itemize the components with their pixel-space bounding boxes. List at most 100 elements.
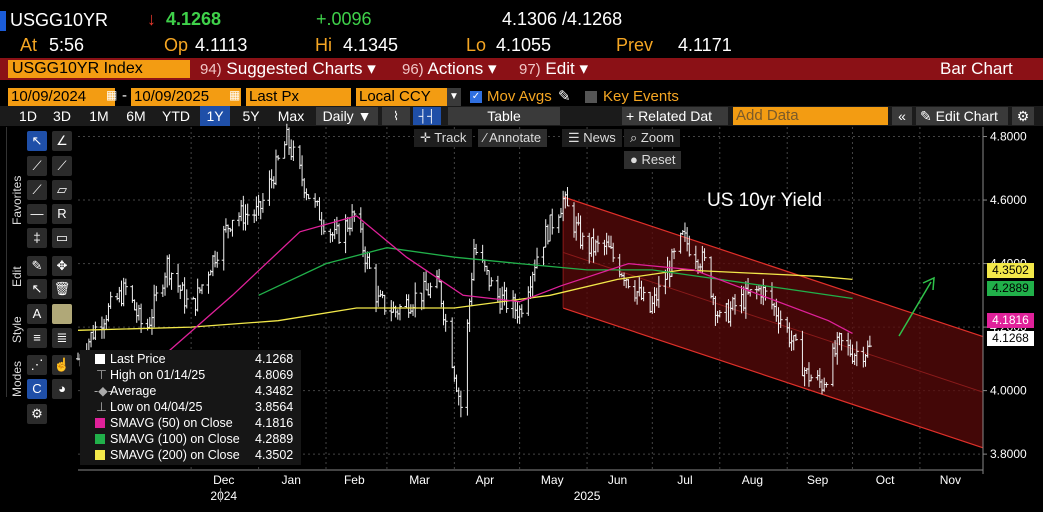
- modes-label[interactable]: Modes: [10, 360, 24, 397]
- open-label: Op: [164, 35, 189, 55]
- suggested-charts-menu[interactable]: 94) Suggested Charts ▾: [196, 58, 376, 80]
- line-chart-icon[interactable]: ⌇: [382, 107, 410, 125]
- annotate-button[interactable]: ⁄ Annotate: [478, 129, 548, 147]
- news-label: News: [583, 130, 616, 145]
- edit-chart-button[interactable]: ✎ Edit Chart: [916, 107, 1008, 125]
- draw-tool-icon[interactable]: ∠: [52, 131, 72, 151]
- command-bar: USGG10YR Index 94) Suggested Charts ▾ 96…: [0, 58, 1043, 80]
- tab-3d[interactable]: 3D: [53, 108, 71, 124]
- collapse-icon[interactable]: «: [892, 107, 912, 125]
- time-value: 5:56: [49, 35, 85, 55]
- style-label[interactable]: Style: [10, 316, 24, 343]
- legend-row-average[interactable]: -◆- Average 4.3482: [80, 384, 301, 398]
- frequency-select[interactable]: Daily ▼: [316, 107, 378, 125]
- fib-tool-icon[interactable]: ‡: [27, 228, 47, 248]
- x-tick-label: Nov: [940, 473, 961, 487]
- settings-gear-icon[interactable]: ⚙: [27, 404, 47, 424]
- channel-tool-icon[interactable]: ▱: [52, 180, 72, 200]
- move-tool-icon[interactable]: ✥: [52, 256, 72, 276]
- edit-label-side[interactable]: Edit: [10, 266, 24, 287]
- legend-row-last[interactable]: Last Price 4.1268: [80, 352, 301, 366]
- mov-avgs-label: Mov Avgs: [487, 88, 552, 105]
- legend-name: Low on 04/04/25: [110, 400, 203, 414]
- tab-1m[interactable]: 1M: [89, 108, 109, 124]
- key-events-checkbox[interactable]: [585, 91, 597, 103]
- lasso-mode-icon[interactable]: C: [27, 379, 47, 399]
- trendline-tool-icon[interactable]: ⟋: [27, 156, 47, 176]
- chart-annotation[interactable]: US 10yr Yield: [707, 190, 823, 211]
- annotate-icon: ⁄: [484, 130, 487, 145]
- currency-select[interactable]: Local CCY: [356, 88, 448, 106]
- cursor-tool-icon[interactable]: ↖: [27, 131, 47, 151]
- legend-row-high[interactable]: ⊤ High on 01/14/25 4.8069: [80, 368, 301, 382]
- x-tick-label: Oct: [876, 473, 895, 487]
- channel-mid-line: [562, 251, 984, 393]
- period-tab-bar: 1D 3D 1M 6M YTD 1Y 5Y Max Daily ▼ ⌇ ┤┤ T…: [0, 106, 1043, 126]
- tab-6m[interactable]: 6M: [126, 108, 146, 124]
- pencil-icon[interactable]: ✎: [558, 88, 571, 105]
- segment-tool-icon[interactable]: ⟋: [27, 180, 47, 200]
- legend-row-sma200[interactable]: SMAVG (200) on Close 4.3502: [80, 448, 301, 462]
- sma100-swatch: [95, 434, 105, 444]
- hand-mode-icon[interactable]: ☝: [52, 355, 72, 375]
- x-tick-label: Mar: [409, 473, 430, 487]
- tool-palette: Favorites Edit Style Modes ↖ ∠ ⟋ ⟋ ⟋ ▱ —…: [0, 127, 78, 427]
- table-button[interactable]: Table: [448, 107, 560, 125]
- trend-arrow-head: [922, 276, 935, 291]
- tab-ytd[interactable]: YTD: [162, 108, 190, 124]
- x-tick-label: Jun: [608, 473, 627, 487]
- ticker[interactable]: USGG10YR: [10, 10, 109, 30]
- mov-avgs-checkbox[interactable]: ✓: [470, 91, 482, 103]
- text-style-icon[interactable]: A: [27, 304, 47, 324]
- reset-button[interactable]: ● Reset: [624, 151, 682, 169]
- pen-tool-icon[interactable]: ✎: [27, 256, 47, 276]
- line-weight-icon[interactable]: ≣: [52, 328, 72, 348]
- tab-5y[interactable]: 5Y: [242, 108, 260, 124]
- add-data-input[interactable]: Add Data: [733, 107, 888, 125]
- edit-chart-pencil-icon: ✎: [920, 108, 932, 124]
- zoom-button[interactable]: ⌕ Zoom: [624, 129, 681, 147]
- select-tool-icon[interactable]: ↖: [27, 279, 47, 299]
- track-button[interactable]: ✛ Track: [414, 129, 473, 147]
- legend-row-sma50[interactable]: SMAVG (50) on Close 4.1816: [80, 416, 301, 430]
- hline-tool-icon[interactable]: —: [27, 204, 47, 224]
- palette-mode-icon[interactable]: ◕: [52, 379, 72, 399]
- ray-tool-icon[interactable]: ⟋: [52, 156, 72, 176]
- security-field[interactable]: USGG10YR Index: [8, 60, 190, 78]
- tab-1y[interactable]: 1Y: [200, 106, 230, 126]
- x-axis: Dec Jan Feb Mar Apr May Jun Jul Aug Sep Oct Nov 2024…: [78, 469, 983, 503]
- field-select[interactable]: Last Px: [246, 88, 351, 106]
- gear-icon[interactable]: ⚙: [1012, 107, 1034, 125]
- tab-max[interactable]: Max: [277, 108, 305, 124]
- down-arrow-icon: ↓: [147, 9, 156, 29]
- dotted-line-icon[interactable]: ⋰: [27, 355, 47, 375]
- line-style-icon[interactable]: ≡: [27, 328, 47, 348]
- low-label: Lo: [466, 35, 487, 55]
- trash-icon[interactable]: 🗑: [52, 279, 72, 299]
- annotate-label: Annotate: [489, 130, 542, 145]
- news-button[interactable]: ☰ News: [562, 129, 622, 147]
- retracement-tool-icon[interactable]: R: [52, 204, 72, 224]
- price-tag-sma50: 4.1816: [987, 313, 1034, 328]
- prev-label: Prev: [616, 35, 654, 55]
- x-tick-label: Jan: [282, 473, 301, 487]
- currency-dropdown-icon[interactable]: ▼: [447, 88, 461, 106]
- actions-menu[interactable]: 96) Actions ▾: [398, 58, 497, 80]
- end-date-field[interactable]: 10/09/2025: [131, 88, 241, 106]
- start-date-field[interactable]: 10/09/2024: [8, 88, 115, 106]
- color-swatch-icon[interactable]: [52, 304, 72, 324]
- related-data-button[interactable]: + Related Dat: [622, 107, 728, 125]
- bar-chart-icon[interactable]: ┤┤: [413, 107, 441, 125]
- suggested-num: 94): [200, 61, 222, 78]
- legend-row-sma100[interactable]: SMAVG (100) on Close 4.2889: [80, 432, 301, 446]
- actions-num: 96): [402, 61, 424, 78]
- legend-row-low[interactable]: ⊥ Low on 04/04/25 3.8564: [80, 400, 301, 414]
- calendar-end-icon[interactable]: ▦: [229, 88, 241, 102]
- edit-menu[interactable]: 97) Edit ▾: [515, 58, 588, 80]
- tab-1d[interactable]: 1D: [19, 108, 37, 124]
- rectangle-tool-icon[interactable]: ▭: [52, 228, 72, 248]
- track-label: Track: [434, 130, 467, 145]
- favorites-label[interactable]: Favorites: [10, 175, 24, 225]
- calendar-start-icon[interactable]: ▦: [106, 88, 118, 102]
